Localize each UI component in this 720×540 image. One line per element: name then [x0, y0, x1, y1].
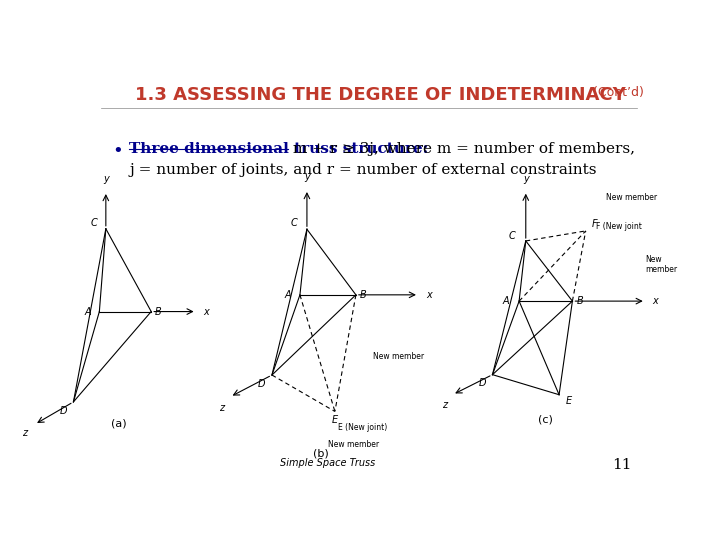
Text: y: y [103, 173, 109, 184]
Text: (c): (c) [539, 415, 553, 425]
Text: New
member: New member [646, 255, 678, 274]
Text: A: A [84, 307, 91, 316]
Text: x: x [426, 290, 431, 300]
Text: New member: New member [328, 440, 379, 449]
Text: E: E [565, 396, 572, 407]
Text: D: D [479, 379, 486, 388]
Text: D: D [60, 406, 68, 416]
Text: C: C [509, 231, 516, 241]
Text: x: x [203, 307, 209, 316]
Text: C: C [291, 218, 297, 228]
Text: 11: 11 [612, 458, 631, 472]
Text: E (New joint): E (New joint) [338, 423, 387, 432]
Text: •: • [112, 141, 123, 160]
Text: Simple Space Truss: Simple Space Truss [280, 458, 376, 468]
Text: z: z [219, 403, 224, 413]
Text: (a): (a) [111, 418, 127, 428]
Text: (b): (b) [313, 449, 329, 459]
Text: B: B [577, 296, 584, 306]
Text: y: y [523, 174, 528, 184]
Text: m + r ≥ 3j, where m = number of members,: m + r ≥ 3j, where m = number of members, [288, 141, 635, 156]
Text: x: x [652, 296, 658, 306]
Text: A: A [284, 290, 291, 300]
Text: j = number of joints, and r = number of external constraints: j = number of joints, and r = number of … [129, 163, 597, 177]
Text: z: z [442, 400, 447, 410]
Text: E: E [332, 415, 338, 425]
Text: B: B [359, 290, 366, 300]
Text: z: z [22, 428, 27, 438]
Text: B: B [154, 307, 161, 316]
Text: New member: New member [606, 193, 657, 202]
Text: F (New joint: F (New joint [595, 222, 642, 231]
Text: New member: New member [374, 352, 425, 361]
Text: A: A [503, 296, 509, 306]
Text: D: D [258, 379, 265, 389]
Text: (Cont’d): (Cont’d) [590, 85, 644, 99]
Text: Three dimensional truss structure:: Three dimensional truss structure: [129, 141, 428, 156]
Text: y: y [304, 172, 310, 182]
Text: C: C [91, 218, 97, 228]
Text: 1.3 ASSESSING THE DEGREE OF INDETERMINACY: 1.3 ASSESSING THE DEGREE OF INDETERMINAC… [135, 85, 626, 104]
Text: F: F [593, 219, 598, 229]
